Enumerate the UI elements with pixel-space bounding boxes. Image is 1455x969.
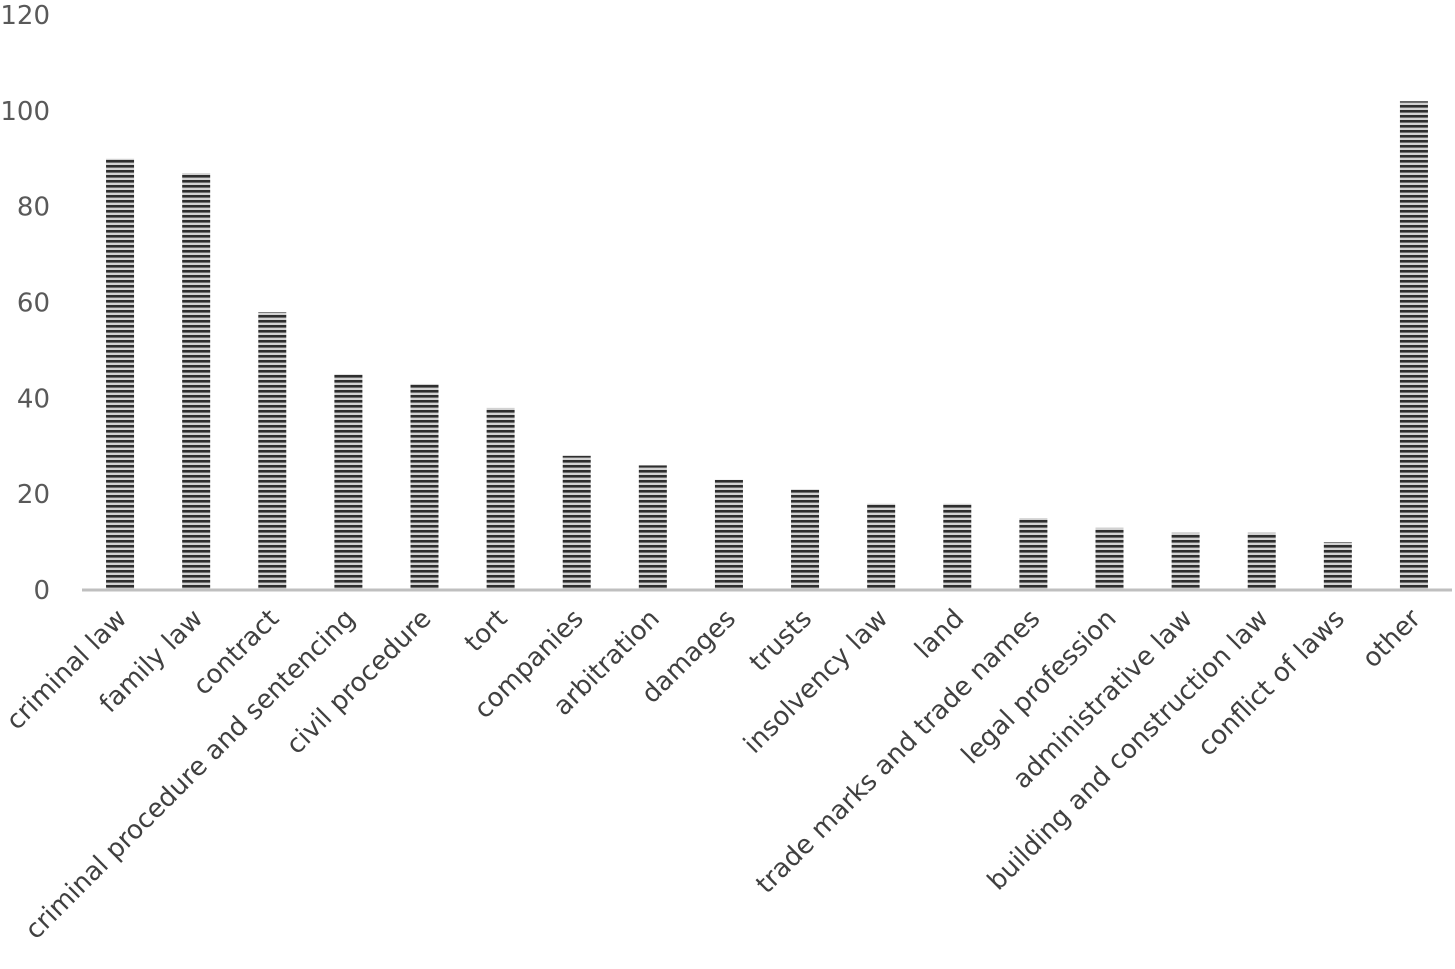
bar <box>106 158 135 590</box>
y-tick-label: 0 <box>33 576 50 606</box>
y-tick-label: 80 <box>17 193 50 223</box>
x-category-label: trusts <box>744 604 818 678</box>
bar <box>1095 527 1124 590</box>
bar <box>1019 518 1048 590</box>
bar <box>562 455 591 590</box>
bar <box>867 503 896 590</box>
bar <box>334 374 363 590</box>
bar <box>486 407 515 590</box>
bar <box>410 383 439 590</box>
x-category-label: land <box>909 604 970 665</box>
y-tick-label: 40 <box>17 384 50 414</box>
x-category-label: tort <box>459 604 513 658</box>
bar <box>1247 532 1276 590</box>
bar <box>1399 101 1428 590</box>
bar <box>638 465 667 590</box>
bar <box>943 503 972 590</box>
y-tick-label: 20 <box>17 480 50 510</box>
bars <box>106 101 1428 590</box>
x-category-label: civil procedure <box>281 604 438 761</box>
bar <box>1323 542 1352 590</box>
bar <box>182 173 211 590</box>
bar <box>714 479 743 590</box>
y-tick-label: 100 <box>0 97 50 127</box>
x-category-label: insolvency law <box>738 604 894 760</box>
y-axis-tick-labels: 0 20 40 60 80 100 120 <box>0 1 50 606</box>
x-category-label: other <box>1357 604 1427 674</box>
y-tick-label: 60 <box>17 289 50 319</box>
x-category-label: building and construction law <box>982 604 1275 897</box>
bar <box>791 489 820 590</box>
bar <box>258 312 287 590</box>
y-tick-label: 120 <box>0 1 50 31</box>
bar <box>1171 532 1200 590</box>
